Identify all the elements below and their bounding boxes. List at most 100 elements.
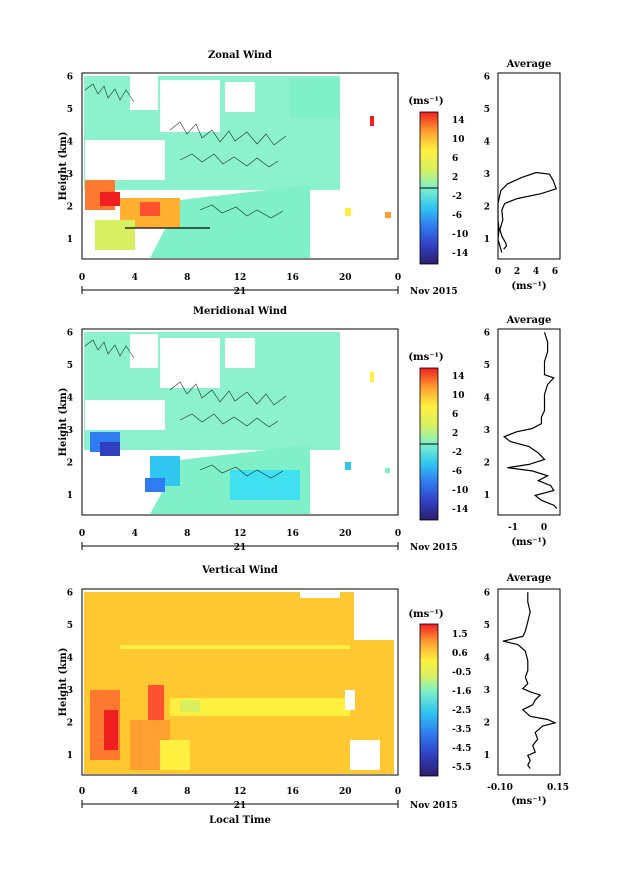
avg-x-tick: 2 xyxy=(514,267,520,277)
colorbar-tick: 10 xyxy=(452,391,465,401)
x-tick: 20 xyxy=(339,273,352,283)
y-tick: 2 xyxy=(484,719,490,729)
zonal-panel: Zonal Wind 0 xyxy=(58,50,561,297)
x-axis-label: Local Time xyxy=(209,815,271,826)
avg-x-tick: 6 xyxy=(552,267,558,277)
y-tick: 1 xyxy=(484,751,490,761)
x-tick: 4 xyxy=(132,529,138,539)
colorbar-tick: 14 xyxy=(452,116,465,126)
y-tick: 5 xyxy=(484,621,490,631)
x-tick: 8 xyxy=(184,273,190,283)
colorbar-tick: -10 xyxy=(452,230,468,240)
x-tick: 0 xyxy=(395,529,401,539)
date-day-label: 21 xyxy=(234,287,247,297)
vertical-average-title: Average xyxy=(506,573,552,584)
zonal-average-title: Average xyxy=(506,59,552,70)
vertical-x-axis: 0 4 8 12 16 20 0 xyxy=(79,787,401,797)
x-tick: 0 xyxy=(79,529,85,539)
y-tick: 5 xyxy=(67,361,73,371)
vertical-y-axis: 1 2 3 4 5 6 xyxy=(67,589,73,762)
date-month-label: Nov 2015 xyxy=(410,543,458,553)
y-tick: 2 xyxy=(67,459,73,469)
zonal-average-x-axis: 0 2 4 6 xyxy=(495,267,558,277)
x-tick: 12 xyxy=(234,787,247,797)
x-tick: 0 xyxy=(395,787,401,797)
colorbar-tick: -1.6 xyxy=(452,687,471,697)
y-tick: 3 xyxy=(484,426,490,436)
x-tick: 0 xyxy=(79,273,85,283)
y-tick: 5 xyxy=(484,361,490,371)
y-tick: 3 xyxy=(484,686,490,696)
colorbar-tick: 10 xyxy=(452,135,465,145)
meridional-heatmap-fill xyxy=(84,332,390,514)
date-day-label: 21 xyxy=(234,801,247,811)
vertical-colorbar-ticks: 1.5 0.6 -0.5 -1.6 -2.5 -3.5 -4.5 -5.5 xyxy=(452,630,471,773)
date-month-label: Nov 2015 xyxy=(410,287,458,297)
vertical-average-x-axis: -0.10 0.15 xyxy=(487,783,569,793)
x-tick: 16 xyxy=(286,529,299,539)
zonal-y-label: Height (km) xyxy=(58,132,69,201)
y-tick: 1 xyxy=(67,751,73,761)
y-tick: 5 xyxy=(67,621,73,631)
colorbar-tick: -2 xyxy=(452,192,462,202)
y-tick: 3 xyxy=(67,426,73,436)
vertical-frame xyxy=(81,588,399,776)
meridional-x-axis: 0 4 8 12 16 20 0 xyxy=(79,529,401,539)
y-tick: 4 xyxy=(484,654,490,664)
y-tick: 1 xyxy=(67,491,73,501)
vertical-title: Vertical Wind xyxy=(201,565,278,576)
date-day-label: 21 xyxy=(234,543,247,553)
y-tick: 2 xyxy=(484,203,490,213)
y-tick: 3 xyxy=(67,170,73,180)
meridional-average-unit: (ms⁻¹) xyxy=(511,537,546,548)
x-tick: 8 xyxy=(184,787,190,797)
x-tick: 12 xyxy=(234,273,247,283)
vertical-average-line xyxy=(502,592,557,769)
y-tick: 6 xyxy=(67,73,73,83)
meridional-y-label: Height (km) xyxy=(58,388,69,457)
vertical-average-unit: (ms⁻¹) xyxy=(511,796,546,807)
vertical-y-label: Height (km) xyxy=(58,648,69,717)
meridional-colorbar-unit: (ms⁻¹) xyxy=(408,352,443,363)
meridional-average-title: Average xyxy=(506,315,552,326)
avg-x-tick: 0 xyxy=(541,523,547,533)
vertical-heatmap-fill xyxy=(84,590,394,774)
vertical-colorbar xyxy=(419,623,439,777)
meridional-average-line xyxy=(503,332,558,509)
colorbar-tick: -0.5 xyxy=(452,668,471,678)
meridional-y-axis: 1 2 3 4 5 6 xyxy=(67,329,73,502)
colorbar-tick: -14 xyxy=(452,505,468,515)
meridional-colorbar-ticks: 14 10 6 2 -2 -6 -10 -14 xyxy=(452,372,468,515)
zonal-contours xyxy=(84,83,287,229)
y-tick: 6 xyxy=(484,73,490,83)
avg-x-tick: 4 xyxy=(533,267,539,277)
meridional-panel: Meridional Wind 0 4 8 xyxy=(58,306,561,553)
x-tick: 4 xyxy=(132,273,138,283)
y-tick: 4 xyxy=(67,138,73,148)
x-tick: 16 xyxy=(286,787,299,797)
colorbar-tick: -4.5 xyxy=(452,744,471,754)
colorbar-tick: 0.6 xyxy=(452,649,468,659)
date-month-label: Nov 2015 xyxy=(410,801,458,811)
meridional-frame xyxy=(81,328,399,516)
y-tick: 2 xyxy=(67,719,73,729)
colorbar-tick: -6 xyxy=(452,211,462,221)
colorbar-tick: -2.5 xyxy=(452,706,471,716)
y-tick: 6 xyxy=(67,589,73,599)
avg-x-tick: -0.10 xyxy=(487,783,513,793)
y-tick: 1 xyxy=(67,235,73,245)
colorbar-tick: -14 xyxy=(452,249,468,259)
colorbar-tick: -2 xyxy=(452,448,462,458)
x-tick: 20 xyxy=(339,529,352,539)
x-tick: 16 xyxy=(286,273,299,283)
colorbar-tick: 2 xyxy=(452,173,458,183)
y-tick: 4 xyxy=(67,394,73,404)
y-tick: 2 xyxy=(484,459,490,469)
colorbar-tick: 2 xyxy=(452,429,458,439)
x-tick: 0 xyxy=(395,273,401,283)
avg-x-tick: 0.15 xyxy=(547,783,569,793)
meridional-contours xyxy=(84,339,287,479)
zonal-heatmap-fill xyxy=(84,76,391,258)
meridional-average-frame xyxy=(497,328,561,516)
